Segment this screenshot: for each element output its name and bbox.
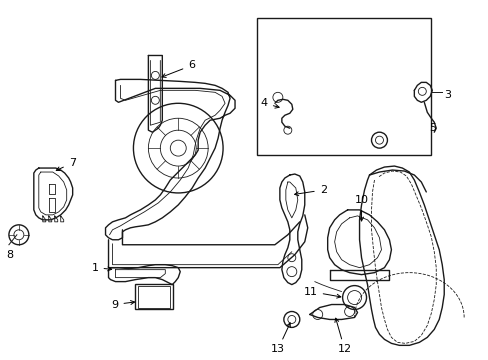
Text: 5: 5 — [428, 123, 435, 133]
Text: 12: 12 — [334, 318, 351, 354]
Text: 9: 9 — [111, 300, 134, 310]
Text: 11: 11 — [303, 287, 340, 298]
Bar — [256, 18, 430, 155]
Bar — [135, 284, 173, 310]
Bar — [138, 285, 170, 307]
Text: 10: 10 — [354, 195, 368, 221]
Text: 4: 4 — [260, 98, 279, 108]
Text: 7: 7 — [56, 158, 76, 171]
Text: 2: 2 — [294, 185, 326, 196]
Text: 13: 13 — [270, 323, 290, 354]
Text: 3: 3 — [443, 90, 450, 100]
Text: 8: 8 — [6, 250, 13, 260]
Text: 1: 1 — [91, 263, 111, 273]
Text: 6: 6 — [162, 60, 195, 77]
